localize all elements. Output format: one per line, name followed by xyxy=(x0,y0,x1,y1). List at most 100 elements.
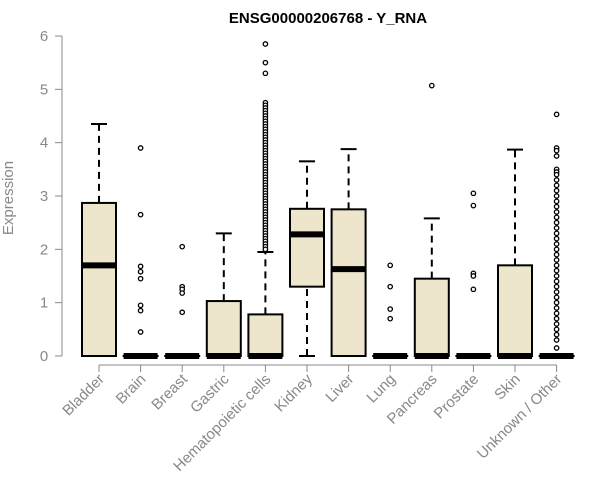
x-tick-label: Brain xyxy=(113,371,150,408)
y-tick-label: 6 xyxy=(40,28,48,45)
outlier-point xyxy=(553,225,560,231)
outlier-point xyxy=(553,299,560,306)
y-tick-label: 4 xyxy=(40,135,48,152)
box-brain xyxy=(122,145,159,359)
outlier-point xyxy=(553,182,560,189)
outlier-point xyxy=(262,70,269,77)
iqr-box xyxy=(205,300,242,358)
outlier-point xyxy=(553,177,560,183)
x-tick-label: Liver xyxy=(322,371,357,406)
outlier-point xyxy=(470,286,477,293)
outlier-point xyxy=(553,315,560,322)
iqr-box xyxy=(330,208,367,357)
outlier-point xyxy=(179,290,186,296)
box-skin xyxy=(497,148,533,359)
x-tick-label: Breast xyxy=(148,370,191,413)
outlier-point xyxy=(262,41,269,47)
outlier-point xyxy=(553,321,560,327)
box-bladder xyxy=(81,123,117,357)
y-tick-label: 1 xyxy=(40,295,48,312)
outlier-point xyxy=(137,263,144,270)
outlier-point xyxy=(553,241,560,247)
box-kidney xyxy=(289,160,325,357)
outlier-point xyxy=(553,219,560,226)
outlier-point xyxy=(553,257,560,263)
outlier-point xyxy=(553,246,560,253)
x-tick-label: Skin xyxy=(491,371,524,404)
outlier-point xyxy=(553,337,560,343)
outlier-point xyxy=(137,145,144,151)
y-tick-label: 0 xyxy=(40,348,48,365)
outlier-point xyxy=(553,193,560,199)
outlier-point xyxy=(553,187,560,194)
outlier-point xyxy=(553,214,560,221)
iqr-box xyxy=(289,207,325,288)
iqr-box xyxy=(497,264,533,358)
box-gastric xyxy=(205,232,242,359)
outlier-point xyxy=(179,243,186,250)
outlier-point xyxy=(179,309,186,316)
box-prostate xyxy=(455,190,492,359)
outlier-point xyxy=(553,203,560,210)
outlier-point xyxy=(137,302,144,309)
outlier-point xyxy=(262,59,269,66)
outlier-point xyxy=(553,289,560,295)
iqr-box xyxy=(413,277,450,357)
box-unknown-other xyxy=(538,111,575,359)
outlier-point xyxy=(137,211,144,218)
x-tick-label: Bladder xyxy=(59,371,108,420)
outlier-point xyxy=(553,273,560,279)
outlier-point xyxy=(262,246,269,253)
outlier-point xyxy=(553,294,560,301)
outlier-point xyxy=(553,278,560,285)
outlier-point xyxy=(470,273,477,279)
y-axis-label: Expression xyxy=(0,161,17,235)
outlier-point xyxy=(470,190,477,197)
outlier-point xyxy=(553,283,560,290)
outlier-point xyxy=(428,82,435,89)
outlier-point xyxy=(553,235,560,242)
outlier-point xyxy=(553,267,560,274)
outlier-point xyxy=(553,345,560,351)
outlier-point xyxy=(387,283,394,290)
x-tick-label: Prostate xyxy=(431,371,483,423)
outlier-point xyxy=(553,209,560,215)
box-hematopoietic-cells xyxy=(247,41,284,359)
outlier-point xyxy=(553,331,560,338)
outlier-point xyxy=(553,326,560,333)
outlier-point xyxy=(137,329,144,335)
iqr-box xyxy=(81,201,117,357)
outlier-point xyxy=(137,275,144,282)
chart-title: ENSG00000206768 - Y_RNA xyxy=(229,10,427,27)
outlier-point xyxy=(137,268,144,275)
y-tick-label: 5 xyxy=(40,81,48,98)
outlier-point xyxy=(470,202,477,209)
y-axis: 0 1 2 3 4 5 6 xyxy=(40,28,63,365)
outlier-point xyxy=(553,153,560,159)
outlier-point xyxy=(553,251,560,258)
outlier-point xyxy=(387,315,394,322)
outlier-point xyxy=(553,230,560,237)
box-series xyxy=(81,41,575,359)
y-tick-label: 2 xyxy=(40,241,48,258)
outlier-point xyxy=(553,111,560,118)
box-liver xyxy=(330,148,367,357)
outlier-point xyxy=(387,262,394,269)
iqr-box xyxy=(247,313,284,357)
outlier-point xyxy=(553,198,560,205)
outlier-point xyxy=(553,171,560,178)
outlier-point xyxy=(553,310,560,317)
outlier-point xyxy=(387,306,394,312)
box-pancreas xyxy=(413,82,450,359)
outlier-point xyxy=(553,262,560,269)
box-lung xyxy=(372,262,409,359)
x-tick-label: Lung xyxy=(363,371,399,407)
x-tick-label: Kidney xyxy=(271,370,316,415)
outlier-point xyxy=(137,307,144,314)
outlier-point xyxy=(553,147,560,154)
outlier-point xyxy=(553,305,560,311)
box-breast xyxy=(164,243,201,359)
y-tick-label: 3 xyxy=(40,188,48,205)
